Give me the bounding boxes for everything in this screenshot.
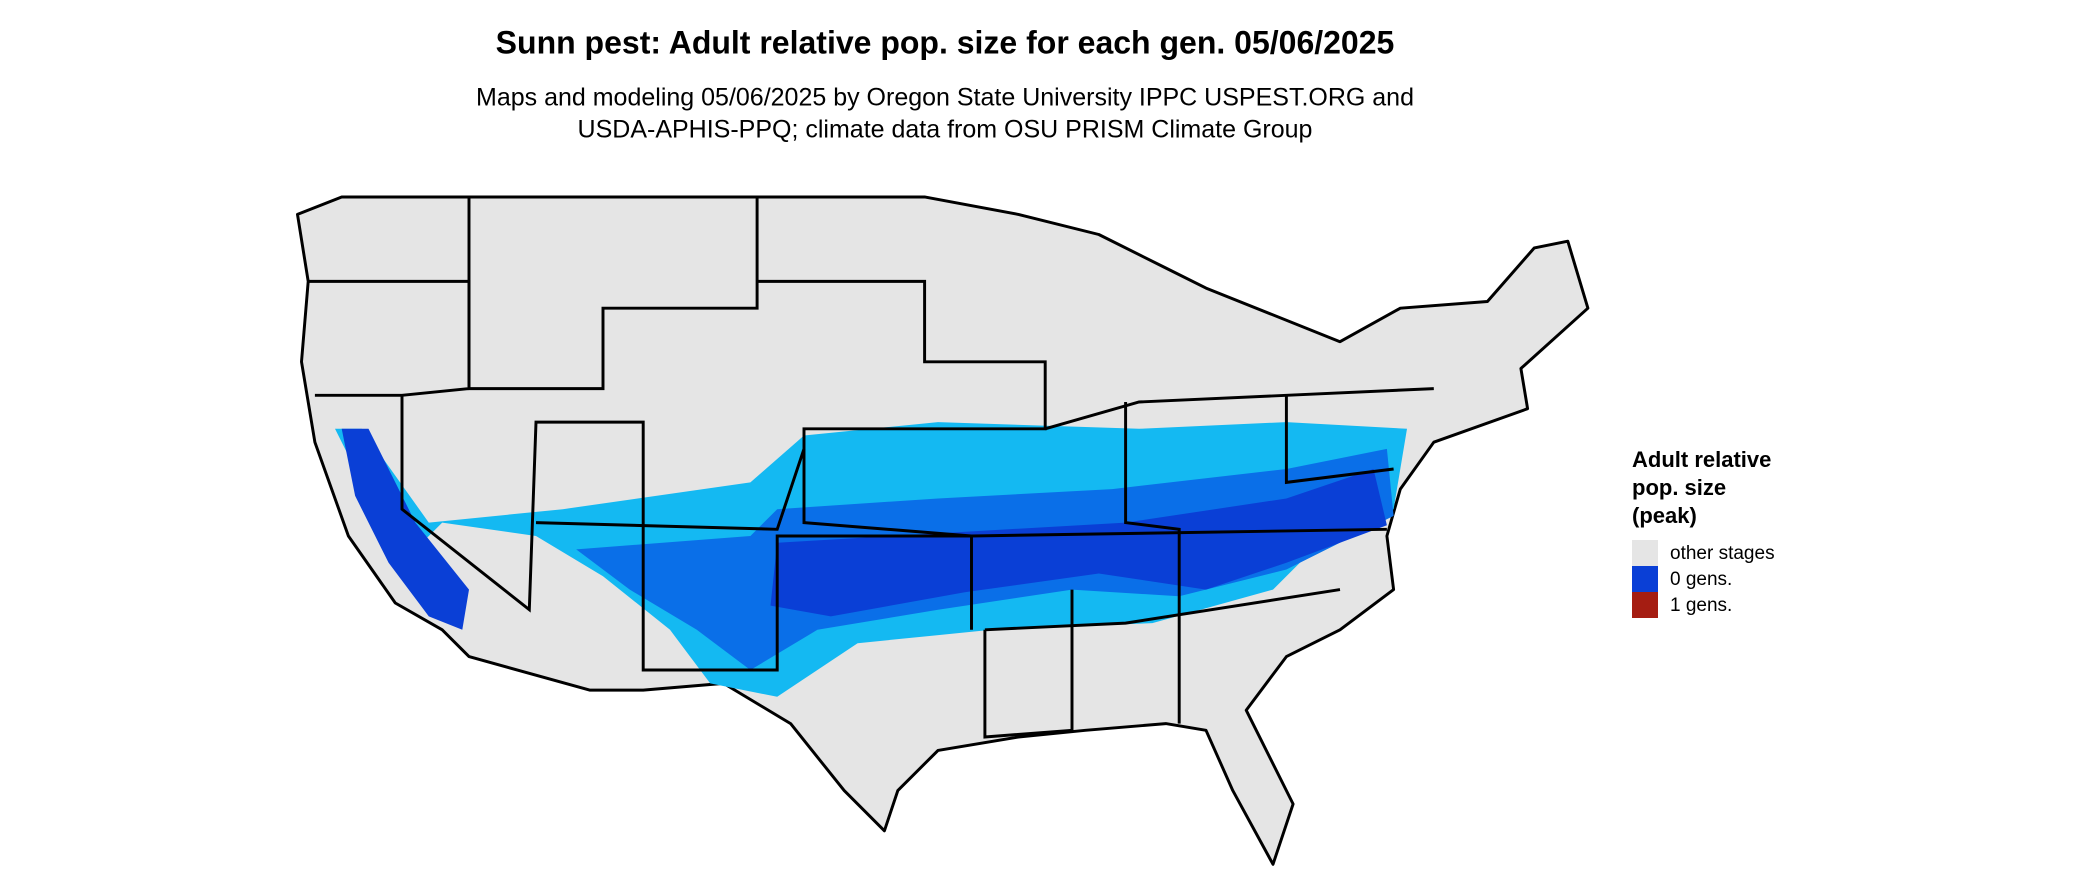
risk-zone-ca bbox=[341, 428, 469, 630]
map-subtitle: USDA-APHIS-PPQ; climate data from OSU PR… bbox=[578, 116, 1313, 144]
state-border bbox=[1284, 395, 1394, 485]
legend-title: pop. size bbox=[1632, 475, 1726, 500]
state-border bbox=[1044, 387, 1434, 431]
state-border bbox=[400, 395, 973, 672]
state-border bbox=[467, 196, 759, 391]
state-border bbox=[535, 448, 806, 531]
legend-title: Adult relative bbox=[1632, 447, 1771, 472]
legend-label: other stages bbox=[1670, 543, 1775, 564]
legend-swatch bbox=[1632, 540, 1658, 566]
state-border bbox=[984, 588, 1341, 632]
map-subtitle: Maps and modeling 05/06/2025 by Oregon S… bbox=[476, 84, 1414, 112]
us-map bbox=[296, 195, 1590, 866]
legend-label: 0 gens. bbox=[1670, 569, 1732, 590]
legend-swatch bbox=[1632, 566, 1658, 592]
state-border bbox=[1124, 402, 1181, 724]
legend: other stages 0 gens. 1 gens. bbox=[1632, 540, 1775, 618]
map-title: Sunn pest: Adult relative pop. size for … bbox=[496, 24, 1395, 60]
legend-title: (peak) bbox=[1632, 503, 1697, 528]
state-borders bbox=[308, 196, 1434, 739]
legend-label: 1 gens. bbox=[1670, 595, 1732, 616]
state-border bbox=[983, 589, 1074, 739]
risk-zone-dark bbox=[770, 469, 1387, 617]
legend-swatch bbox=[1632, 592, 1658, 618]
